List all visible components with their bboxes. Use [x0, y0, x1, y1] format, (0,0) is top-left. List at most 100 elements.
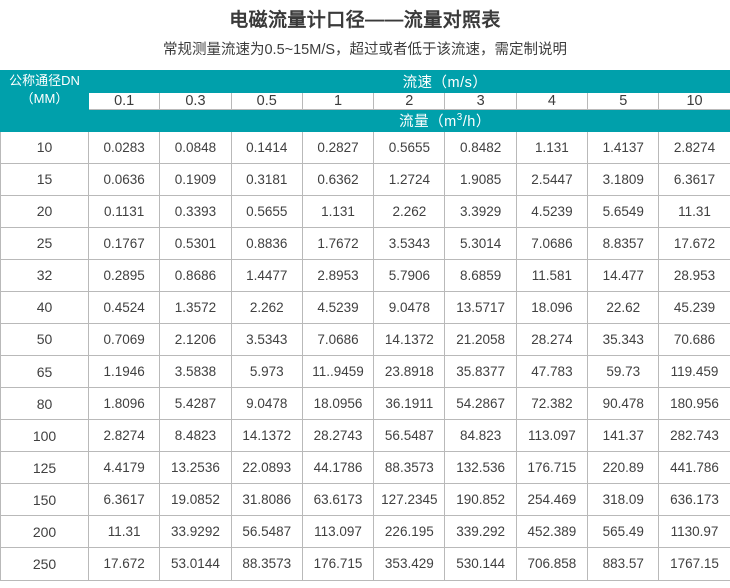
flow-value-cell: 2.262: [373, 194, 446, 228]
dn-header-line2: （MM）: [20, 90, 69, 106]
flow-value-cell: 3.3929: [444, 194, 517, 228]
flow-value-cell: 9.0478: [373, 290, 446, 324]
flow-value-cell: 11.31: [87, 515, 161, 549]
flow-value-cell: 31.8086: [230, 483, 303, 517]
flow-value-cell: 0.8836: [230, 226, 303, 260]
flow-comparison-table: 公称通径DN （MM） 流速（m/s） 0.1 0.3 0.5 1 2 3 4 …: [0, 69, 730, 581]
table-row: 100 2.8274 8.4823 14.1372 28.2743 56.5487 84.8…: [0, 419, 730, 453]
table-row: 125 4.4179 13.2536 22.0893 44.1786 88.3573 132…: [0, 451, 730, 485]
flow-value-cell: 530.144: [444, 547, 517, 581]
flow-value-cell: 22.62: [587, 290, 660, 324]
flow-value-cell: 8.4823: [159, 419, 232, 453]
velocity-values-row: 0.1 0.3 0.5 1 2 3 4 5 10 15: [1, 91, 730, 110]
table-row: 15 0.0636 0.1909 0.3181 0.6362 1.2724 1.9085 2.…: [0, 162, 730, 196]
dn-cell: 100: [0, 419, 89, 453]
flow-value-cell: 2.8953: [301, 258, 375, 292]
flow-value-cell: 2.262: [230, 290, 303, 324]
flow-value-cell: 56.5487: [230, 515, 303, 549]
velocity-col-7: 5: [587, 91, 660, 110]
dn-cell: 10: [0, 130, 89, 164]
flow-value-cell: 3.5343: [230, 322, 303, 356]
velocity-col-5: 3: [444, 91, 517, 110]
flow-value-cell: 13.2536: [159, 451, 232, 485]
flow-value-cell: 1767.15: [658, 547, 730, 581]
flow-value-cell: 113.097: [301, 515, 375, 549]
flow-value-cell: 0.4524: [87, 290, 161, 324]
velocity-col-2: 0.5: [230, 91, 303, 110]
dn-cell: 20: [0, 194, 89, 228]
flow-value-cell: 282.743: [658, 419, 730, 453]
flow-value-cell: 45.239: [658, 290, 730, 324]
table-row: 20 0.1131 0.3393 0.5655 1.131 2.262 3.3929 4.52…: [0, 194, 730, 228]
flow-value-cell: 0.5301: [159, 226, 232, 260]
flow-value-cell: 190.852: [444, 483, 517, 517]
flow-value-cell: 47.783: [515, 354, 589, 389]
flow-value-cell: 28.2743: [301, 419, 375, 453]
flow-value-cell: 1.3572: [159, 290, 232, 324]
dn-cell: 80: [0, 387, 89, 421]
flow-value-cell: 254.469: [515, 483, 589, 517]
page-subtitle: 常规测量流速为0.5~15M/S，超过或者低于该流速，需定制说明: [162, 41, 568, 58]
flow-value-cell: 706.858: [515, 547, 589, 581]
flow-group-spacer-cell: [0, 108, 89, 132]
flow-value-cell: 22.0893: [230, 451, 303, 485]
flow-value-cell: 636.173: [658, 483, 730, 517]
flow-value-cell: 1.131: [301, 194, 375, 228]
flow-value-cell: 4.5239: [515, 194, 589, 228]
header-row-group: 公称通径DN （MM） 流速（m/s）: [0, 69, 730, 110]
flow-value-cell: 3.1809: [587, 162, 660, 196]
flow-value-cell: 35.343: [587, 322, 660, 356]
comparison-table-wrapper: 公称通径DN （MM） 流速（m/s） 0.1 0.3 0.5 1 2 3 4 …: [0, 69, 730, 588]
flow-value-cell: 23.8918: [373, 354, 446, 389]
flow-value-cell: 1.8096: [87, 387, 161, 421]
flow-value-cell: 18.0956: [301, 387, 375, 421]
flow-value-cell: 0.0848: [159, 130, 232, 164]
velocity-group-header: 流速（m/s）: [88, 69, 730, 93]
flow-value-cell: 14.477: [587, 258, 660, 292]
dn-cell: 65: [0, 354, 89, 389]
flow-value-cell: 1.131: [515, 130, 589, 164]
velocity-col-3: 1: [301, 91, 375, 110]
dn-cell: 150: [0, 483, 89, 517]
flow-value-cell: 14.1372: [230, 419, 303, 453]
table-row: 25 0.1767 0.5301 0.8836 1.7672 3.5343 5.3014 7.…: [0, 226, 730, 260]
flow-value-cell: 88.3573: [373, 451, 446, 485]
flow-value-cell: 1.9085: [444, 162, 517, 196]
flow-value-cell: 90.478: [587, 387, 660, 421]
flow-value-cell: 0.2895: [87, 258, 161, 292]
table-row: 250 17.672 53.0144 88.3573 176.715 353.429 530…: [0, 547, 730, 581]
flow-value-cell: 2.1206: [159, 322, 232, 356]
flow-value-cell: 353.429: [373, 547, 446, 581]
flow-value-cell: 84.823: [444, 419, 517, 453]
flow-value-cell: 1.2724: [373, 162, 446, 196]
dn-header-line1: 公称通径DN: [9, 72, 80, 88]
flow-value-cell: 5.3014: [444, 226, 517, 260]
flow-value-cell: 36.1911: [373, 387, 446, 421]
flow-value-cell: 35.8377: [444, 354, 517, 389]
flow-value-cell: 0.1131: [87, 194, 161, 228]
flow-value-cell: 59.73: [587, 354, 660, 389]
flow-value-cell: 883.57: [587, 547, 660, 581]
flow-value-cell: 7.0686: [301, 322, 375, 356]
dn-cell: 125: [0, 451, 89, 485]
flow-value-cell: 28.953: [658, 258, 730, 292]
table-head: 公称通径DN （MM） 流速（m/s） 0.1 0.3 0.5 1 2 3 4 …: [0, 69, 730, 132]
flow-value-cell: 0.2827: [301, 130, 375, 164]
dn-cell: 200: [0, 515, 89, 549]
flow-value-cell: 132.536: [444, 451, 517, 485]
flow-value-cell: 0.6362: [301, 162, 375, 196]
flow-value-cell: 1.1946: [87, 354, 161, 389]
flow-value-cell: 2.5447: [515, 162, 589, 196]
flow-value-cell: 13.5717: [444, 290, 517, 324]
flow-value-cell: 318.09: [587, 483, 660, 517]
dn-cell: 15: [0, 162, 89, 196]
flow-value-cell: 0.8686: [159, 258, 232, 292]
flow-value-cell: 339.292: [444, 515, 517, 549]
flow-value-cell: 21.2058: [444, 322, 517, 356]
flow-value-cell: 0.5655: [373, 130, 446, 164]
flow-value-cell: 113.097: [515, 419, 589, 453]
flow-value-cell: 5.6549: [587, 194, 660, 228]
velocity-col-4: 2: [373, 91, 446, 110]
flow-value-cell: 0.0283: [87, 130, 161, 164]
flow-value-cell: 17.672: [658, 226, 730, 260]
